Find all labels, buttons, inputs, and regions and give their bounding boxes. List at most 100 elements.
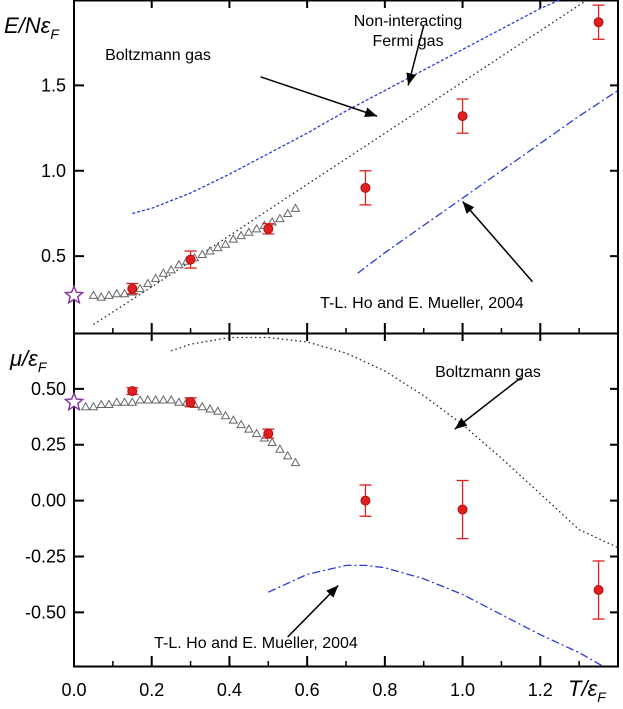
triangle-point (290, 203, 301, 212)
triangle-point (282, 450, 293, 460)
annotation-arrowhead (462, 201, 475, 214)
curve-dashdot (357, 89, 619, 274)
data-point (263, 223, 274, 234)
annotation-arrowhead (326, 585, 339, 598)
triangle-point (251, 223, 262, 233)
triangle-point (88, 290, 99, 299)
top-y-axis-title: E/NεF (4, 13, 60, 42)
triangle-point (111, 397, 122, 406)
triangle-point (150, 395, 161, 404)
triangle-point (158, 268, 169, 277)
triangle-point (135, 395, 145, 404)
data-point (457, 111, 468, 122)
triangle-point (228, 234, 239, 243)
triangle-point (282, 208, 293, 217)
annotation-arrowhead (454, 417, 468, 430)
x-tick-label: 1.0 (450, 680, 475, 700)
triangle-point (275, 213, 285, 223)
bottom-panel: 0.0 0.2 0.4 0.6 0.8 1.0 1.2 0.50 0.25 0.00 -0.25 -0… (25, 332, 619, 700)
annotation-line: Boltzmann gas (105, 47, 211, 64)
x-tick-label: 1.2 (528, 680, 553, 700)
triangle-point (197, 249, 208, 258)
data-point (185, 254, 196, 265)
data-point (263, 428, 274, 439)
triangle-point (166, 264, 177, 274)
plot-frame (73, 332, 619, 668)
data-point (127, 386, 138, 397)
triangle-point (104, 399, 114, 409)
curve-dotted (93, 0, 588, 326)
triangle-point (236, 419, 246, 429)
triangle-point (127, 397, 138, 406)
curve-dashdot (268, 564, 603, 667)
triangle-point (197, 401, 208, 411)
data-point (185, 397, 196, 408)
y-tick-label: 1.0 (41, 161, 66, 181)
data-point (593, 17, 604, 28)
annotation-line: Non-interacting (354, 13, 463, 30)
y-tick-label: 0.50 (31, 379, 66, 399)
data-point (457, 504, 468, 515)
x-tick-label: 0.4 (217, 680, 242, 700)
annotation-line: T-L. Ho and E. Mueller, 2004 (320, 295, 524, 312)
triangle-point (243, 424, 254, 433)
annotation-line: Fermi gas (372, 33, 443, 50)
triangle-point (150, 273, 161, 282)
x-tick-label: 0.2 (139, 680, 164, 700)
annotation-arrowhead (406, 72, 417, 86)
triangle-point (174, 259, 184, 269)
annotation-arrow (287, 585, 339, 638)
annotation-text: T-L. Ho and E. Mueller, 2004 (320, 295, 524, 312)
star-marker (63, 391, 85, 412)
triangle-point (205, 403, 215, 413)
y-tick-label: 0.5 (41, 246, 66, 266)
triangle-point (166, 395, 177, 404)
annotation-text: Non-interacting Fermi gas (354, 13, 463, 50)
triangle-point (142, 395, 153, 404)
x-tick-label: 0.8 (372, 680, 397, 700)
annotation-arrow (462, 201, 534, 283)
data-point (593, 585, 604, 596)
triangle-point (96, 292, 107, 301)
x-tick-label: 0.0 (61, 680, 86, 700)
triangle-point (111, 288, 122, 298)
triangle-point (135, 283, 145, 293)
y-tick-label: 1.5 (41, 75, 66, 95)
star-marker (63, 284, 85, 305)
y-tick-label: -0.50 (25, 602, 66, 622)
data-point (127, 283, 138, 294)
x-tick-label: 0.6 (295, 680, 320, 700)
triangle-point (220, 239, 231, 248)
triangle-point (205, 246, 215, 255)
triangle-point (243, 227, 254, 236)
curve-dashed (132, 0, 560, 215)
curve-dotted (170, 336, 619, 549)
axis-titles: E/NεF μ/εF T/εF (4, 13, 607, 705)
annotation-text: Boltzmann gas (105, 47, 211, 64)
annotation-arrow (260, 76, 378, 117)
annotation-line: Boltzmann gas (435, 364, 541, 381)
triangle-point (142, 278, 153, 287)
annotation-line: T-L. Ho and E. Mueller, 2004 (154, 635, 358, 652)
triangle-point (212, 406, 223, 415)
triangle-point (212, 242, 223, 252)
triangle-point (228, 415, 239, 424)
annotation-arrow (454, 377, 522, 430)
y-tick-label: -0.25 (25, 546, 66, 566)
triangle-point (220, 410, 231, 420)
data-point (360, 182, 371, 193)
triangle-point (158, 395, 169, 404)
triangle-point (251, 428, 262, 438)
triangle-point (119, 397, 130, 406)
triangle-point (104, 290, 114, 299)
triangle-point (88, 401, 99, 411)
triangle-point (236, 230, 246, 240)
triangle-point (267, 437, 278, 447)
top-panel: 0.5 1.0 1.5 Non-interacting Fermi gas Boltzma… (41, 0, 619, 335)
y-tick-label: 0.00 (31, 491, 66, 511)
triangle-point (174, 397, 184, 406)
annotation-text: T-L. Ho and E. Mueller, 2004 (154, 635, 358, 652)
triangle-point (275, 444, 285, 453)
triangle-point (290, 457, 301, 467)
